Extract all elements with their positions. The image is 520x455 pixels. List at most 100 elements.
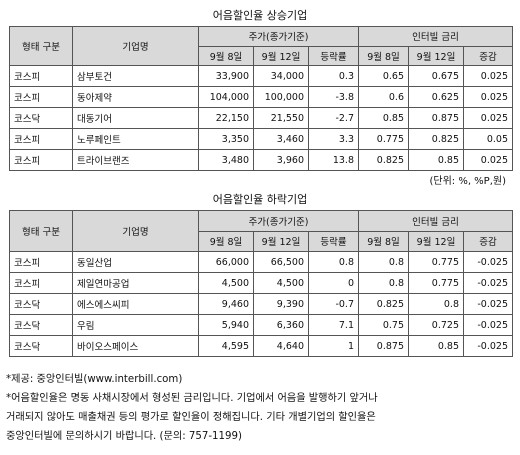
note-line: *어음할인율은 명동 사채시장에서 형성된 금리입니다. 기업에서 어음을 발행…	[6, 393, 378, 404]
rate-date2-cell: 0.875	[408, 107, 464, 129]
rate-date2-cell: 0.85	[408, 149, 464, 171]
price-date2-cell: 4,500	[253, 272, 309, 294]
rate-change-cell: -0.025	[463, 293, 513, 315]
company-cell: 삼부토건	[72, 65, 199, 87]
table-row: 코스닥 대동기어 22,150 21,550 -2.7 0.85 0.875 0.025	[9, 107, 513, 129]
header-rate-date2: 9월 12일	[408, 230, 464, 252]
header-date1: 9월 8일	[198, 45, 254, 66]
header-rate-group: 인터빌 금리	[358, 26, 513, 47]
price-date2-cell: 21,550	[253, 107, 309, 129]
change-cell: 0	[308, 272, 359, 294]
rate-date1-cell: 0.825	[358, 149, 409, 171]
type-cell: 코스닥	[9, 107, 73, 129]
rate-date1-cell: 0.6	[358, 86, 409, 108]
price-date2-cell: 3,960	[253, 149, 309, 171]
rate-date2-cell: 0.775	[408, 272, 464, 294]
price-date1-cell: 3,350	[198, 128, 254, 150]
price-date2-cell: 100,000	[253, 86, 309, 108]
header-rate-group: 인터빌 금리	[358, 210, 513, 232]
rate-change-cell: 0.025	[463, 86, 513, 108]
rate-date2-cell: 0.8	[408, 293, 464, 315]
rate-change-cell: -0.025	[463, 251, 513, 273]
type-cell: 코스닥	[9, 293, 73, 315]
header-change: 등락률	[308, 230, 359, 252]
table-row: 코스피 트라이브랜즈 3,480 3,960 13.8 0.825 0.85 0.025	[9, 149, 513, 171]
table1-body: 코스피 삼부토건 33,900 34,000 0.3 0.65 0.675 0.025 코스피 동…	[9, 65, 513, 171]
company-cell: 우림	[72, 314, 199, 336]
change-cell: 0.3	[308, 65, 359, 87]
type-cell: 코스피	[9, 149, 73, 171]
change-cell: 1	[308, 335, 359, 357]
company-cell: 노루페인트	[72, 128, 199, 150]
rate-change-cell: -0.025	[463, 272, 513, 294]
rate-date1-cell: 0.775	[358, 128, 409, 150]
table-row: 코스피 제일연마공업 4,500 4,500 0 0.8 0.775 -0.025	[9, 272, 513, 294]
note-line: 거래되지 않아도 매출채권 등의 평가로 할인율이 정해집니다. 기타 개별기업…	[6, 412, 376, 423]
note-source: *제공: 중앙인터빌(www.interbill.com)	[6, 374, 183, 385]
header-rate-date2: 9월 12일	[408, 45, 464, 66]
change-cell: 13.8	[308, 149, 359, 171]
price-date2-cell: 3,460	[253, 128, 309, 150]
table2-body: 코스피 동일산업 66,000 66,500 0.8 0.8 0.775 -0.025 코스피 제…	[9, 251, 513, 357]
rate-change-cell: 0.025	[463, 149, 513, 171]
company-cell: 바이오스페이스	[72, 335, 199, 357]
header-rate-date1: 9월 8일	[358, 230, 409, 252]
rate-change-cell: 0.05	[463, 128, 513, 150]
rate-date1-cell: 0.825	[358, 293, 409, 315]
type-cell: 코스피	[9, 272, 73, 294]
price-date2-cell: 34,000	[253, 65, 309, 87]
table1-title: 어음할인율 상승기업	[212, 9, 308, 22]
unit-note: (단위: %, %P,원)	[429, 176, 506, 187]
rate-date2-cell: 0.625	[408, 86, 464, 108]
rate-change-cell: -0.025	[463, 335, 513, 357]
change-cell: 0.8	[308, 251, 359, 273]
company-cell: 동아제약	[72, 86, 199, 108]
change-cell: -0.7	[308, 293, 359, 315]
type-cell: 코스피	[9, 65, 73, 87]
header-change: 등락률	[308, 45, 359, 66]
rate-date2-cell: 0.85	[408, 335, 464, 357]
price-date2-cell: 6,360	[253, 314, 309, 336]
header-rate-change: 증감	[463, 230, 513, 252]
type-cell: 코스피	[9, 128, 73, 150]
change-cell: 7.1	[308, 314, 359, 336]
header-date1: 9월 8일	[198, 230, 254, 252]
table-row: 코스피 노루페인트 3,350 3,460 3.3 0.775 0.825 0.05	[9, 128, 513, 150]
rate-date2-cell: 0.775	[408, 251, 464, 273]
header-rate-date1: 9월 8일	[358, 45, 409, 66]
rate-date2-cell: 0.725	[408, 314, 464, 336]
table-row: 코스피 삼부토건 33,900 34,000 0.3 0.65 0.675 0.025	[9, 65, 513, 87]
rate-change-cell: 0.025	[463, 107, 513, 129]
type-cell: 코스닥	[9, 335, 73, 357]
table-row: 코스닥 에스에스씨피 9,460 9,390 -0.7 0.825 0.8 -0.025	[9, 293, 513, 315]
rate-date1-cell: 0.75	[358, 314, 409, 336]
company-cell: 에스에스씨피	[72, 293, 199, 315]
price-date2-cell: 4,640	[253, 335, 309, 357]
rate-date1-cell: 0.8	[358, 272, 409, 294]
header-date2: 9월 12일	[253, 45, 309, 66]
company-cell: 동일산업	[72, 251, 199, 273]
rising-rate-table: 형태 구분 기업명 주가(종가기준) 인터빌 금리 9월 8일 9월 12일 등…	[9, 26, 513, 171]
rate-date1-cell: 0.875	[358, 335, 409, 357]
note-line: 중앙인터빌에 문의하시기 바랍니다. (문의: 757-1199)	[6, 431, 242, 442]
change-cell: -2.7	[308, 107, 359, 129]
price-date2-cell: 9,390	[253, 293, 309, 315]
rate-date2-cell: 0.675	[408, 65, 464, 87]
company-cell: 대동기어	[72, 107, 199, 129]
rate-date1-cell: 0.65	[358, 65, 409, 87]
table-row: 코스닥 바이오스페이스 4,595 4,640 1 0.875 0.85 -0.025	[9, 335, 513, 357]
price-date1-cell: 104,000	[198, 86, 254, 108]
company-cell: 제일연마공업	[72, 272, 199, 294]
company-cell: 트라이브랜즈	[72, 149, 199, 171]
header-date2: 9월 12일	[253, 230, 309, 252]
header-company: 기업명	[72, 26, 199, 66]
rate-date2-cell: 0.825	[408, 128, 464, 150]
price-date1-cell: 33,900	[198, 65, 254, 87]
price-date1-cell: 9,460	[198, 293, 254, 315]
type-cell: 코스닥	[9, 314, 73, 336]
header-price-group: 주가(종가기준)	[198, 26, 359, 47]
rate-date1-cell: 0.85	[358, 107, 409, 129]
header-price-group: 주가(종가기준)	[198, 210, 359, 232]
price-date1-cell: 4,595	[198, 335, 254, 357]
change-cell: -3.8	[308, 86, 359, 108]
